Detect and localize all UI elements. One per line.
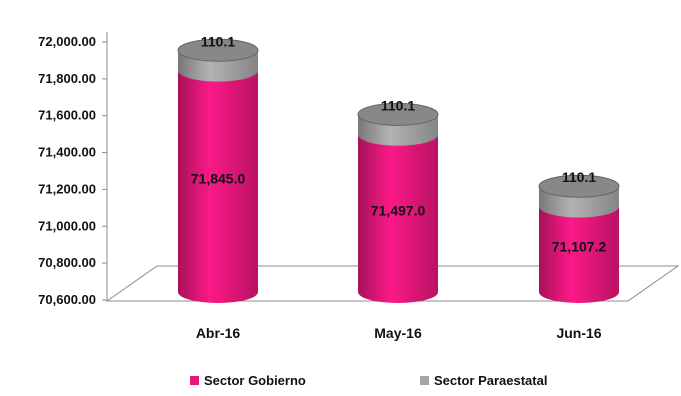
data-label-sector-paraestatal: 110.1 bbox=[201, 33, 235, 49]
bar-top-cap bbox=[177, 38, 259, 62]
bar-sector-gobierno-abr-16 bbox=[178, 70, 258, 303]
data-label-sector-paraestatal: 110.1 bbox=[381, 97, 415, 113]
data-label-sector-gobierno: 71,107.2 bbox=[552, 238, 607, 254]
legend-label-sector-paraestatal: Sector Paraestatal bbox=[434, 373, 547, 388]
bars: 110.1 71,845.0 110.1 71,497.0 110.1 71,107.2 bbox=[177, 33, 620, 303]
y-tick-label: 71,600.00 bbox=[38, 108, 96, 123]
y-tick-label: 70,600.00 bbox=[38, 292, 96, 307]
legend-swatch-sector-gobierno bbox=[190, 376, 199, 385]
x-axis: Abr-16 May-16 Jun-16 bbox=[196, 325, 602, 341]
y-axis: 70,600.00 70,800.00 71,000.00 71,200.00 71,4… bbox=[38, 34, 107, 307]
x-tick-label: May-16 bbox=[374, 325, 422, 341]
legend-swatch-sector-paraestatal bbox=[420, 376, 429, 385]
bar-top-cap bbox=[538, 174, 620, 198]
legend-label-sector-gobierno: Sector Gobierno bbox=[204, 373, 306, 388]
y-tick-label: 70,800.00 bbox=[38, 255, 96, 270]
y-tick-label: 71,400.00 bbox=[38, 145, 96, 160]
data-label-sector-gobierno: 71,497.0 bbox=[371, 202, 426, 218]
x-tick-label: Jun-16 bbox=[556, 325, 601, 341]
data-label-sector-gobierno: 71,845.0 bbox=[191, 170, 246, 186]
bar-group-abr-16: 110.1 71,845.0 bbox=[177, 33, 259, 303]
bar-group-may-16: 110.1 71,497.0 bbox=[357, 97, 439, 303]
bar-sector-gobierno-may-16 bbox=[358, 134, 438, 303]
y-tick-label: 71,200.00 bbox=[38, 181, 96, 196]
data-label-sector-paraestatal: 110.1 bbox=[562, 169, 596, 185]
x-tick-label: Abr-16 bbox=[196, 325, 241, 341]
bar-sector-gobierno-jun-16 bbox=[539, 206, 619, 303]
bar-group-jun-16: 110.1 71,107.2 bbox=[538, 169, 620, 303]
y-tick-label: 72,000.00 bbox=[38, 34, 96, 49]
y-tick-label: 71,800.00 bbox=[38, 71, 96, 86]
legend: Sector Gobierno Sector Paraestatal bbox=[190, 373, 547, 388]
bar-top-cap bbox=[357, 102, 439, 126]
y-tick-label: 71,000.00 bbox=[38, 218, 96, 233]
